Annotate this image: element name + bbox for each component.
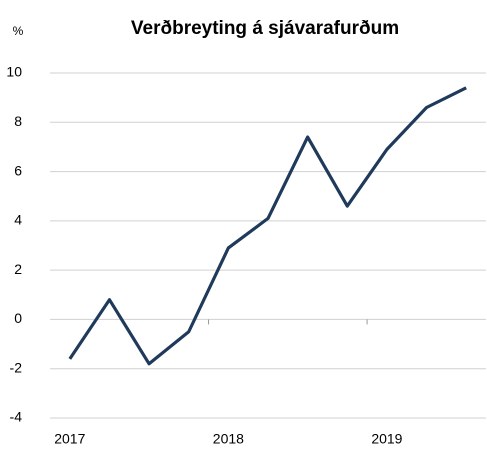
chart-title: Verðbreyting á sjávarafurðum — [131, 18, 399, 39]
y-tick-label: 8 — [14, 113, 22, 129]
y-tick-label: 6 — [14, 162, 22, 178]
y-tick-label: -4 — [10, 409, 23, 425]
y-tick-label: 2 — [14, 261, 22, 277]
y-tick-label: -2 — [10, 359, 23, 375]
data-line — [68, 86, 467, 366]
y-tick-label: 10 — [6, 64, 22, 80]
x-tick-label: 2017 — [54, 431, 85, 447]
x-tick-label: 2018 — [213, 431, 244, 447]
y-tick-label: 4 — [14, 212, 22, 228]
x-tick-label: 2019 — [371, 431, 402, 447]
unit-label: % — [13, 24, 24, 38]
y-tick-label: 0 — [14, 310, 22, 326]
